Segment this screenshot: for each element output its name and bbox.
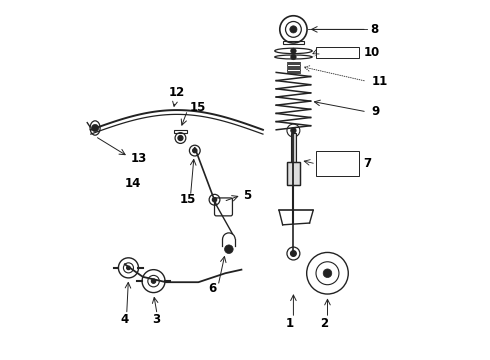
Circle shape — [290, 26, 297, 33]
Bar — [287, 162, 300, 185]
Text: 10: 10 — [364, 46, 380, 59]
Text: 4: 4 — [121, 313, 129, 327]
Text: 6: 6 — [208, 282, 216, 295]
Circle shape — [224, 245, 233, 253]
Bar — [287, 162, 300, 185]
Circle shape — [291, 251, 296, 256]
Text: 14: 14 — [125, 177, 141, 190]
Bar — [316, 151, 359, 176]
Circle shape — [291, 48, 296, 54]
Bar — [287, 69, 300, 71]
Text: 11: 11 — [371, 75, 388, 88]
Circle shape — [92, 125, 98, 132]
Bar — [287, 62, 300, 63]
Circle shape — [151, 279, 156, 283]
Bar — [283, 41, 304, 44]
Bar — [316, 46, 359, 58]
Bar — [291, 134, 296, 169]
Text: 13: 13 — [131, 152, 147, 165]
Circle shape — [291, 128, 296, 133]
Circle shape — [126, 266, 130, 270]
Text: 2: 2 — [320, 317, 328, 330]
Bar — [287, 64, 300, 66]
Text: 9: 9 — [371, 105, 380, 118]
Text: 1: 1 — [286, 317, 294, 330]
Text: 5: 5 — [243, 189, 251, 202]
Text: 7: 7 — [364, 157, 371, 170]
Circle shape — [323, 269, 332, 278]
Bar — [287, 67, 300, 68]
Text: 15: 15 — [179, 193, 196, 206]
Circle shape — [178, 135, 183, 140]
Bar — [174, 130, 187, 134]
Text: 12: 12 — [169, 86, 185, 106]
Circle shape — [193, 148, 197, 153]
Text: 8: 8 — [370, 23, 379, 36]
Bar — [287, 72, 300, 73]
Circle shape — [291, 54, 296, 60]
Text: 3: 3 — [152, 313, 161, 327]
Circle shape — [212, 198, 217, 202]
Text: 15: 15 — [190, 101, 206, 114]
